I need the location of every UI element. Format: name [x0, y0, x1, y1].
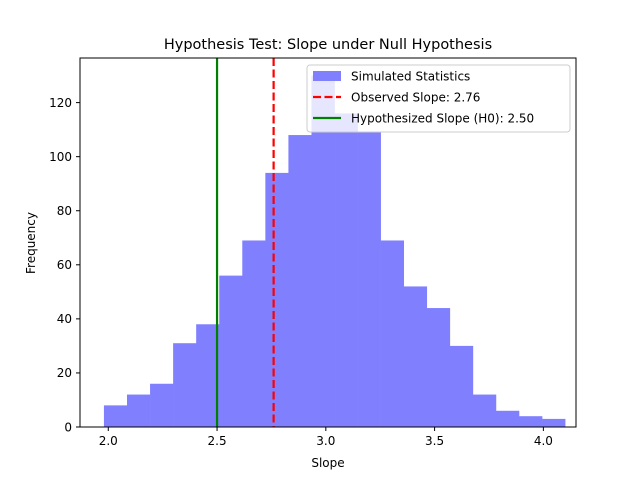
y-tick-label: 120 — [49, 96, 72, 110]
chart-title: Hypothesis Test: Slope under Null Hypoth… — [164, 37, 492, 53]
x-tick-label: 3.0 — [316, 434, 335, 448]
y-axis-label: Frequency — [24, 212, 38, 274]
histogram-bar — [126, 394, 151, 427]
legend-label: Hypothesized Slope (H0): 2.50 — [351, 111, 534, 125]
histogram-bar — [288, 135, 312, 428]
histogram-bar — [519, 416, 543, 427]
y-tick-label: 80 — [57, 204, 72, 218]
y-tick-label: 60 — [57, 258, 72, 272]
histogram-bar — [380, 240, 405, 427]
plot-area: 2.0 2.5 3.0 3.5 4.0 0 20 40 60 80 100 120 — [49, 57, 577, 448]
x-tick-label: 3.5 — [425, 434, 444, 448]
histogram-bar — [495, 410, 520, 427]
histogram-bar — [173, 343, 197, 427]
histogram-bar — [242, 240, 266, 427]
x-axis-label: Slope — [311, 456, 344, 470]
legend-label: Simulated Statistics — [351, 69, 470, 83]
histogram-bar — [265, 172, 289, 427]
histogram-bar — [542, 418, 566, 427]
y-tick-label: 0 — [64, 420, 72, 434]
histogram-bar — [357, 132, 381, 428]
x-tick-label: 2.5 — [208, 434, 227, 448]
histogram-bar — [472, 394, 497, 427]
x-tick-label: 2.0 — [99, 434, 118, 448]
y-tick-label: 100 — [49, 150, 72, 164]
histogram-bar — [449, 345, 474, 427]
histogram-bar — [334, 113, 358, 428]
y-tick-label: 20 — [57, 366, 72, 380]
legend-box — [306, 64, 571, 133]
histogram-bar — [150, 383, 174, 427]
histogram-bar — [403, 286, 428, 427]
y-tick-label: 40 — [57, 312, 72, 326]
histogram-bar — [219, 275, 243, 427]
axes-frame — [79, 57, 577, 428]
legend: Simulated Statistics Observed Slope: 2.76… — [306, 64, 571, 133]
histogram-bar — [196, 324, 220, 427]
legend-swatch-histogram — [313, 71, 341, 81]
x-tick-label: 4.0 — [534, 434, 553, 448]
histogram-bar — [426, 308, 451, 427]
legend-label: Observed Slope: 2.76 — [351, 90, 480, 104]
histogram-bar — [311, 75, 335, 428]
histogram-bar — [103, 405, 128, 427]
